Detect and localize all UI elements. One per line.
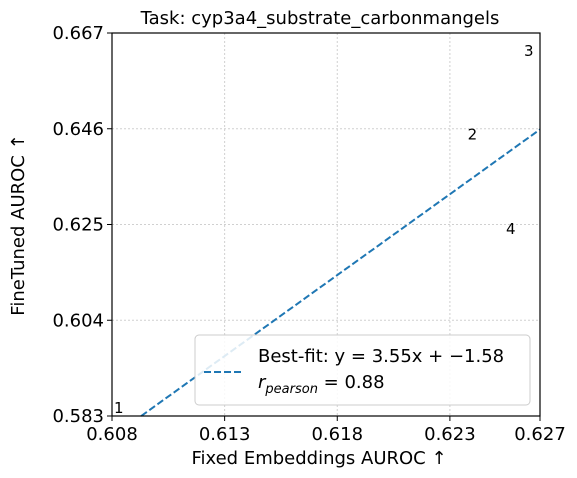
legend-fit-label: Best-fit: y = 3.55x + −1.58 <box>258 346 504 367</box>
x-tick-label: 0.613 <box>199 424 251 445</box>
chart-title: Task: cyp3a4_substrate_carbonmangels <box>140 8 500 29</box>
x-tick-label: 0.618 <box>311 424 363 445</box>
y-tick-label: 0.646 <box>52 119 104 140</box>
points-layer: 1 2 3 4 <box>114 42 534 417</box>
y-tick-label: 0.604 <box>52 310 104 331</box>
data-point-label: 3 <box>524 42 534 60</box>
x-tick-label: 0.608 <box>86 424 138 445</box>
x-axis-label: Fixed Embeddings AUROC ↑ <box>191 448 446 469</box>
y-axis-label: FineTuned AUROC ↑ <box>8 134 29 315</box>
x-tick-label: 0.627 <box>514 424 566 445</box>
legend: Best-fit: y = 3.55x + −1.58 rpearson = 0… <box>194 334 531 406</box>
y-axis-ticks: 0.583 0.604 0.625 0.646 0.667 <box>52 23 112 427</box>
legend-r-label: rpearson = 0.88 <box>258 372 385 397</box>
data-point-label: 1 <box>114 399 124 417</box>
data-point-label: 4 <box>506 220 516 238</box>
y-tick-label: 0.583 <box>52 406 104 427</box>
y-tick-label: 0.625 <box>52 215 104 236</box>
y-tick-label: 0.667 <box>52 23 104 44</box>
x-tick-label: 0.623 <box>424 424 476 445</box>
data-point-label: 2 <box>468 126 478 144</box>
x-axis-ticks: 0.608 0.613 0.618 0.623 0.627 <box>86 416 566 445</box>
legend-box <box>194 334 531 406</box>
